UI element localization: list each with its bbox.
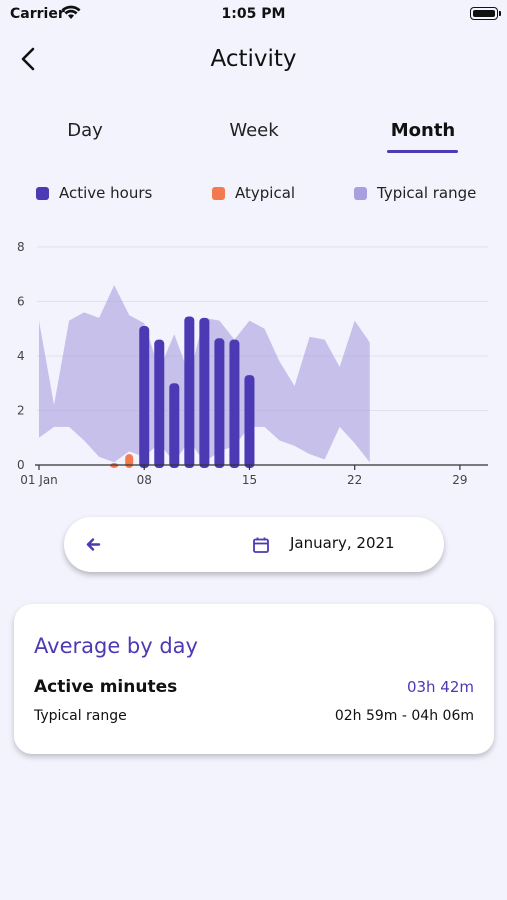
tab-day[interactable]: Day	[67, 120, 103, 141]
x-tick-label: 22	[347, 473, 362, 487]
legend-item-atypical: Atypical	[212, 184, 295, 202]
tab-week[interactable]: Week	[229, 120, 279, 141]
card-title: Average by day	[34, 634, 198, 658]
active-hours-bar	[139, 326, 150, 468]
active-minutes-value: 03h 42m	[406, 678, 474, 696]
x-tick-label: 01 Jan	[20, 473, 58, 487]
navigation-bar: Activity	[0, 38, 507, 82]
back-button[interactable]	[14, 44, 44, 74]
arrow-left-icon	[86, 538, 101, 551]
y-tick-label: 6	[17, 295, 25, 309]
activity-chart: 0 2 4 6 8 01 Jan 08 15 22 29	[0, 232, 507, 492]
typical-range-label: Typical range	[34, 708, 127, 724]
page-title: Activity	[210, 46, 297, 72]
active-tab-indicator	[387, 150, 458, 153]
average-by-day-card: Average by day Active minutes 03h 42m Ty…	[14, 604, 494, 754]
date-selector: January, 2021	[64, 517, 444, 572]
active-hours-bar	[229, 339, 240, 468]
y-tick-label: 4	[17, 349, 25, 363]
calendar-icon	[252, 536, 270, 558]
tab-month[interactable]: Month	[390, 120, 456, 141]
period-tabs: Day Week Month	[0, 112, 507, 154]
selected-month-label[interactable]: January, 2021	[290, 534, 395, 552]
wifi-icon	[61, 5, 81, 24]
x-tick-label: 08	[137, 473, 152, 487]
chart-legend: Active hours Atypical Typical range	[0, 184, 507, 208]
legend-item-typical-range: Typical range	[354, 184, 476, 202]
active-hours-bar	[199, 317, 210, 468]
legend-label: Atypical	[235, 184, 296, 202]
status-bar: Carrier 1:05 PM	[0, 0, 507, 28]
legend-swatch	[354, 186, 367, 200]
chevron-left-icon	[21, 47, 35, 71]
legend-swatch	[212, 186, 225, 200]
previous-month-button[interactable]	[76, 527, 111, 562]
active-hours-bar	[169, 383, 180, 468]
active-hours-bar	[244, 375, 255, 468]
active-minutes-label: Active minutes	[34, 677, 178, 697]
y-tick-label: 2	[17, 404, 25, 418]
chart-svg: 0 2 4 6 8 01 Jan 08 15 22 29	[17, 240, 488, 487]
legend-swatch	[36, 186, 49, 200]
legend-label: Active hours	[59, 184, 153, 202]
carrier-label: Carrier	[10, 6, 65, 22]
legend-item-active-hours: Active hours	[36, 184, 152, 202]
y-tick-label: 0	[17, 458, 25, 472]
y-tick-label: 8	[17, 240, 25, 254]
battery-icon	[470, 7, 501, 20]
active-hours-bar	[184, 316, 195, 468]
active-hours-bar	[214, 338, 225, 468]
typical-range-value: 02h 59m - 04h 06m	[334, 708, 474, 724]
legend-label: Typical range	[377, 184, 477, 202]
status-time: 1:05 PM	[221, 6, 286, 22]
x-tick-label: 15	[242, 473, 257, 487]
x-tick-label: 29	[452, 473, 467, 487]
atypical-bar	[125, 454, 134, 468]
active-hours-bar	[154, 339, 165, 468]
